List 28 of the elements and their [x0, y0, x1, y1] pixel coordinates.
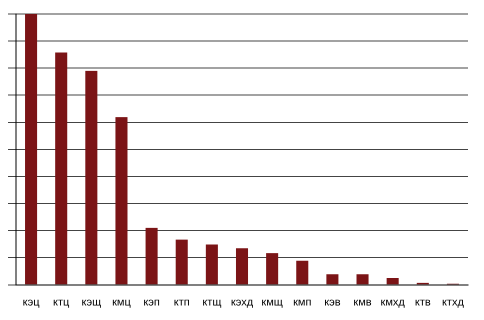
x-tick-label: кэп [143, 296, 160, 308]
bar [25, 14, 38, 284]
bar [326, 274, 338, 284]
bar [115, 117, 128, 284]
x-tick-label: ктп [174, 296, 190, 308]
x-tick-label: кмщ [261, 296, 283, 308]
x-tick-label: кэв [324, 296, 341, 308]
x-tick-label: кэщ [82, 296, 102, 308]
bar [356, 274, 369, 284]
x-tick-label: кмв [353, 296, 372, 308]
x-tick-label: ктц [53, 296, 70, 308]
bar [206, 244, 218, 284]
bar [386, 278, 399, 284]
x-tick-label: кэц [22, 296, 40, 308]
x-tick-label: кмп [293, 296, 312, 308]
bar [176, 240, 188, 284]
bar [85, 70, 98, 284]
x-tick-label: кэхд [230, 296, 254, 308]
x-tick-label: ктв [414, 296, 431, 308]
bar [266, 253, 278, 284]
bar [296, 260, 308, 284]
x-tick-label: кмхд [380, 296, 406, 308]
bar [236, 248, 248, 284]
x-tick-label: ктхд [442, 296, 464, 308]
x-tick-label: ктщ [202, 296, 222, 308]
bar [55, 52, 68, 284]
x-tick-label: кмц [112, 296, 132, 308]
bar [146, 228, 158, 284]
